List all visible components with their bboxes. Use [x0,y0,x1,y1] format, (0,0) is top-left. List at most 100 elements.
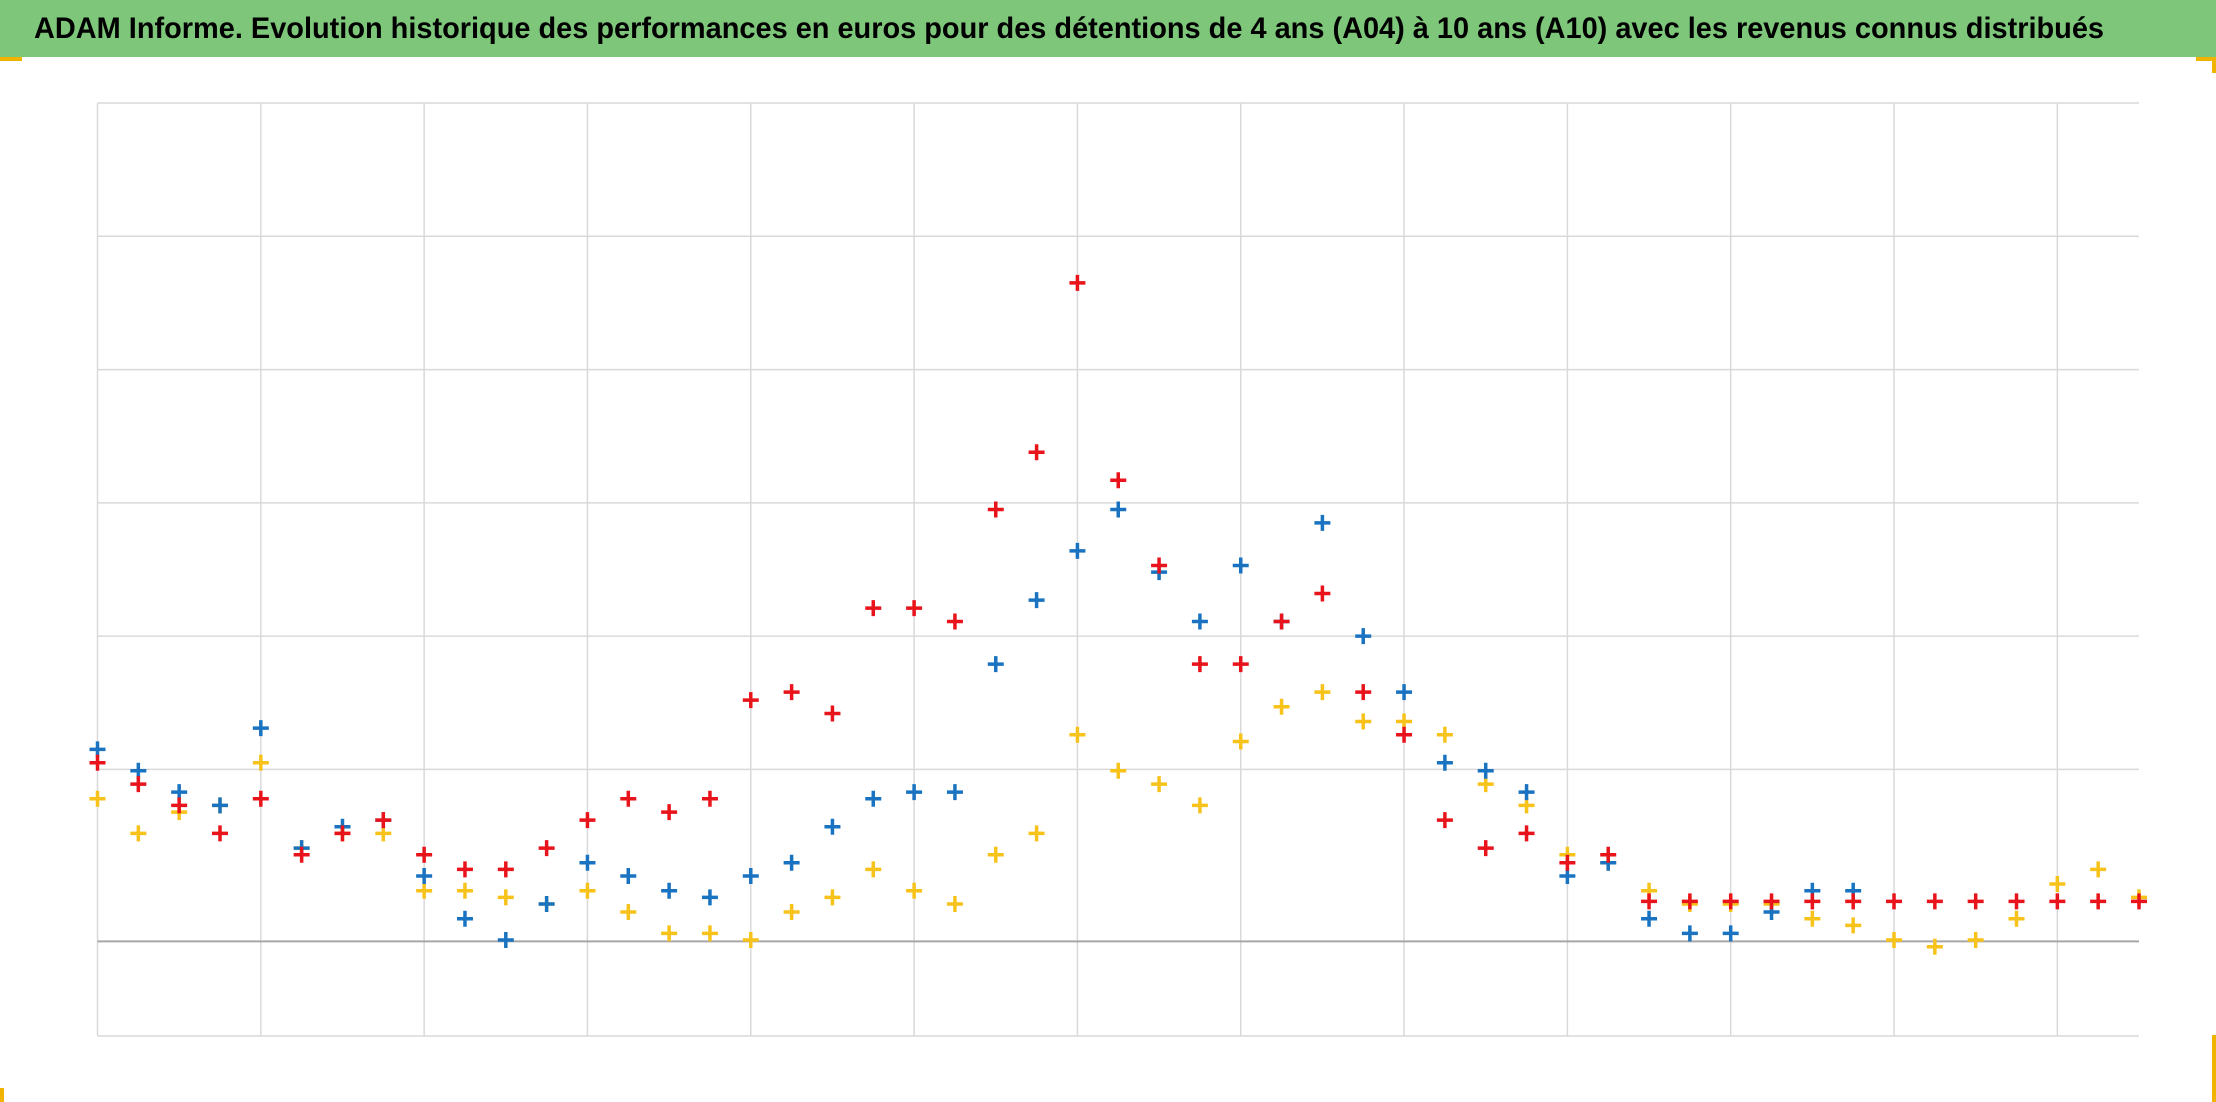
point [1967,893,1984,910]
point [946,613,963,630]
point [701,889,718,906]
point [1110,762,1127,779]
point [1436,754,1453,771]
title-bar [0,0,2216,57]
point [1355,713,1372,730]
point [1436,812,1453,829]
grid [96,102,2139,1037]
point [375,812,392,829]
point [1028,592,1045,609]
point [2131,893,2147,910]
point [1273,698,1290,715]
point [416,846,433,863]
point [1314,684,1331,701]
point [1355,684,1372,701]
point [701,925,718,942]
point [824,889,841,906]
point [661,882,678,899]
point [89,754,106,771]
point [1763,893,1780,910]
point [1191,797,1208,814]
point [252,720,269,737]
point [1518,825,1535,842]
point [579,812,596,829]
point [742,868,759,885]
point [1926,938,1943,955]
point [2008,910,2025,927]
point [334,825,351,842]
point [1681,893,1698,910]
point [1886,893,1903,910]
point [824,818,841,835]
point [865,861,882,878]
point [1845,893,1862,910]
point [620,790,637,807]
point [1436,726,1453,743]
point [661,804,678,821]
point [497,861,514,878]
point [906,882,923,899]
point [1641,893,1658,910]
point [2090,861,2107,878]
point [1355,628,1372,645]
corner [2196,57,2216,61]
point [620,904,637,921]
point [987,501,1004,518]
point [1232,733,1249,750]
point [1477,840,1494,857]
point [1069,726,1086,743]
corner [0,57,22,61]
point [2049,876,2066,893]
point [1151,557,1168,574]
point [1151,776,1168,793]
point [456,882,473,899]
point [211,797,228,814]
point [252,754,269,771]
point [2090,893,2107,910]
point [987,656,1004,673]
point [620,868,637,885]
point [1845,917,1862,934]
point [1641,910,1658,927]
point [456,910,473,927]
point [171,797,188,814]
point [865,790,882,807]
point [538,896,555,913]
point [1191,613,1208,630]
point [1028,444,1045,461]
point [1069,274,1086,291]
point [1804,910,1821,927]
point [456,861,473,878]
point [1110,472,1127,489]
point [1681,925,1698,942]
point [824,705,841,722]
point [1600,846,1617,863]
point [1028,825,1045,842]
point [538,840,555,857]
point [1069,542,1086,559]
point [579,882,596,899]
point [416,882,433,899]
point [1518,784,1535,801]
point [906,784,923,801]
point [1191,656,1208,673]
corner [0,1088,4,1102]
point [497,932,514,949]
point [1314,514,1331,531]
point [130,825,147,842]
point [2049,893,2066,910]
point [2008,893,2025,910]
corner [2212,57,2216,73]
point [742,692,759,709]
point [1110,501,1127,518]
point [1967,932,1984,949]
point [211,825,228,842]
point [579,854,596,871]
point [130,776,147,793]
point [497,889,514,906]
point [1886,932,1903,949]
point [865,600,882,617]
point [1926,893,1943,910]
point [946,784,963,801]
